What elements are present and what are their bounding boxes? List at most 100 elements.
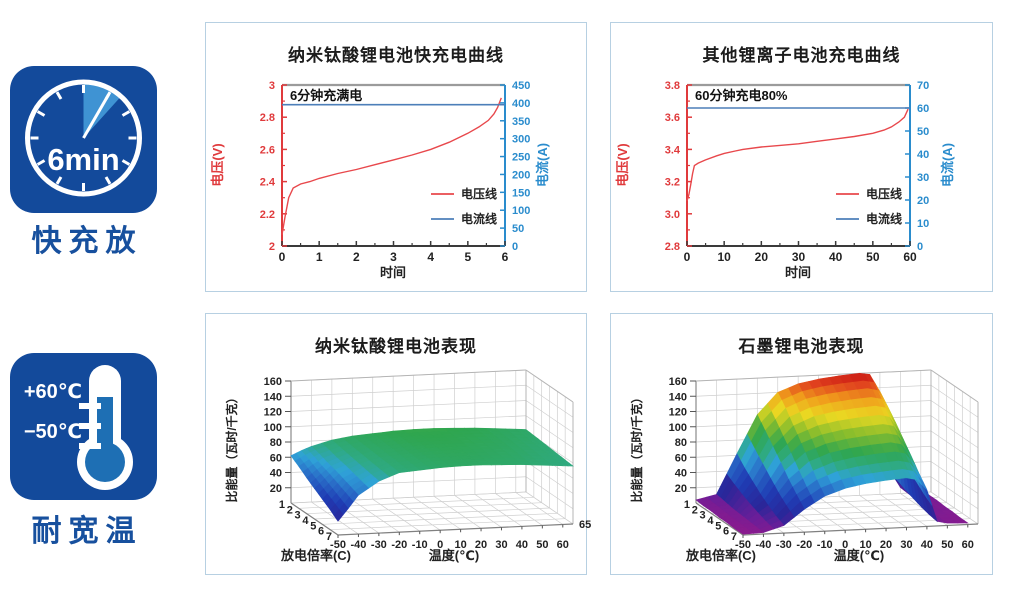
svg-text:50: 50 (917, 126, 929, 138)
svg-text:0: 0 (512, 241, 518, 253)
svg-text:1: 1 (279, 499, 285, 511)
fast-charge-icon-tile: 6min (10, 66, 157, 213)
svg-text:120: 120 (264, 407, 282, 419)
svg-text:3: 3 (269, 80, 275, 92)
svg-text:100: 100 (512, 205, 530, 217)
svg-text:5: 5 (715, 520, 721, 532)
svg-text:60: 60 (917, 103, 929, 115)
svg-text:0: 0 (684, 250, 691, 264)
svg-text:3.4: 3.4 (665, 144, 681, 156)
svg-text:40: 40 (829, 250, 843, 264)
svg-text:1: 1 (684, 499, 690, 511)
svg-text:20: 20 (755, 250, 769, 264)
svg-text:电流线: 电流线 (866, 211, 902, 226)
svg-text:电压线: 电压线 (461, 186, 497, 201)
svg-text:10: 10 (454, 539, 466, 551)
temp-low-label: −50℃ (23, 421, 82, 443)
svg-text:160: 160 (669, 376, 687, 388)
svg-text:4: 4 (707, 515, 714, 527)
svg-text:60: 60 (675, 452, 687, 464)
svg-text:2.8: 2.8 (260, 112, 275, 124)
svg-text:60: 60 (962, 539, 974, 551)
svg-text:140: 140 (264, 391, 282, 403)
svg-text:3.6: 3.6 (665, 112, 680, 124)
svg-text:40: 40 (675, 468, 687, 480)
svg-text:30: 30 (792, 250, 806, 264)
svg-text:200: 200 (512, 169, 530, 181)
svg-text:300: 300 (512, 134, 530, 146)
svg-text:-50: -50 (735, 539, 751, 551)
svg-text:350: 350 (512, 116, 530, 128)
svg-text:20: 20 (675, 483, 687, 495)
svg-text:450: 450 (512, 80, 530, 92)
panel-other-li-ion-charge-curve: 其他锂离子电池充电曲线 0 10 20 30 40 50 60 2.8 3.0 3.2 3.4 3.6… (610, 22, 993, 292)
svg-text:7: 7 (326, 531, 332, 543)
svg-text:6分钟充满电: 6分钟充满电 (290, 88, 362, 103)
svg-text:250: 250 (512, 152, 530, 164)
svg-text:5: 5 (310, 520, 316, 532)
svg-text:40: 40 (516, 539, 528, 551)
svg-text:60: 60 (557, 539, 569, 551)
svg-text:4: 4 (427, 250, 434, 264)
chart-title: 石墨锂电池表现 (738, 337, 865, 356)
svg-text:10: 10 (859, 539, 871, 551)
svg-text:80: 80 (675, 437, 687, 449)
svg-text:10: 10 (917, 218, 929, 230)
svg-text:电流(A): 电流(A) (940, 143, 955, 187)
svg-text:7: 7 (731, 531, 737, 543)
svg-text:50: 50 (941, 539, 953, 551)
panel-lto-fast-charge-curve: 纳米钛酸锂电池快充电曲线 0 1 2 3 4 5 6 2 2.2 2.4 2.6 2.8 3 0 50 100… (205, 22, 587, 292)
svg-text:4: 4 (302, 515, 309, 527)
svg-text:70: 70 (917, 80, 929, 92)
svg-text:3: 3 (295, 510, 301, 522)
svg-text:80: 80 (270, 437, 282, 449)
chart-title: 纳米钛酸锂电池快充电曲线 (288, 46, 504, 65)
svg-text:2: 2 (269, 241, 275, 253)
clock-6min-text: 6min (47, 142, 120, 177)
svg-text:30: 30 (900, 539, 912, 551)
svg-text:20: 20 (917, 195, 929, 207)
panel-graphite-performance-surface: 石墨锂电池表现 20 40 60 80 100 120 140 160 1 2 3 4 5 6 7 -50 -4… (610, 313, 993, 575)
svg-text:60分钟充电80%: 60分钟充电80% (695, 88, 788, 103)
clock-icon (25, 79, 142, 197)
svg-text:400: 400 (512, 98, 530, 110)
svg-text:65: 65 (579, 519, 591, 531)
svg-text:2: 2 (353, 250, 360, 264)
svg-text:-20: -20 (391, 539, 407, 551)
svg-text:2.2: 2.2 (260, 209, 275, 221)
svg-text:放电倍率(C): 放电倍率(C) (280, 548, 351, 563)
svg-text:40: 40 (921, 539, 933, 551)
wide-temp-icon-tile: +60℃ −50℃ (10, 353, 157, 500)
svg-text:0: 0 (842, 539, 848, 551)
svg-text:150: 150 (512, 187, 530, 199)
lto-fast-charge-chart: 0 1 2 3 4 5 6 2 2.2 2.4 2.6 2.8 3 0 50 100 150 200 250 300 3… (210, 80, 550, 280)
chart-title: 纳米钛酸锂电池表现 (315, 337, 477, 356)
svg-text:10: 10 (717, 250, 731, 264)
svg-text:2.6: 2.6 (260, 144, 275, 156)
chart-title: 其他锂离子电池充电曲线 (702, 46, 901, 65)
svg-text:6: 6 (723, 526, 729, 538)
svg-text:-20: -20 (796, 539, 812, 551)
svg-text:电压(V): 电压(V) (210, 143, 225, 186)
svg-text:2: 2 (692, 504, 698, 516)
svg-text:时间: 时间 (380, 265, 406, 280)
svg-text:30: 30 (917, 172, 929, 184)
svg-text:-30: -30 (371, 539, 387, 551)
wide-temp-label: 耐宽温 (31, 515, 143, 548)
svg-text:-40: -40 (755, 539, 771, 551)
svg-text:-10: -10 (412, 539, 428, 551)
svg-text:时间: 时间 (785, 265, 811, 280)
svg-text:40: 40 (917, 149, 929, 161)
other-li-ion-charge-chart: 0 10 20 30 40 50 60 2.8 3.0 3.2 3.4 3.6 3.8 0 10 20 30 40… (615, 80, 955, 280)
svg-text:60: 60 (270, 452, 282, 464)
panel-lto-performance-surface: 纳米钛酸锂电池表现 20 40 60 80 100 120 140 160 1 2 3 4 5 6 7 -50… (205, 313, 591, 575)
svg-text:3.0: 3.0 (665, 209, 680, 221)
svg-text:100: 100 (669, 422, 687, 434)
svg-text:0: 0 (279, 250, 286, 264)
fast-charge-label: 快充放 (31, 225, 143, 258)
svg-text:120: 120 (669, 407, 687, 419)
svg-text:2: 2 (287, 504, 293, 516)
svg-text:比能量（瓦时/千克）: 比能量（瓦时/千克） (224, 391, 239, 502)
